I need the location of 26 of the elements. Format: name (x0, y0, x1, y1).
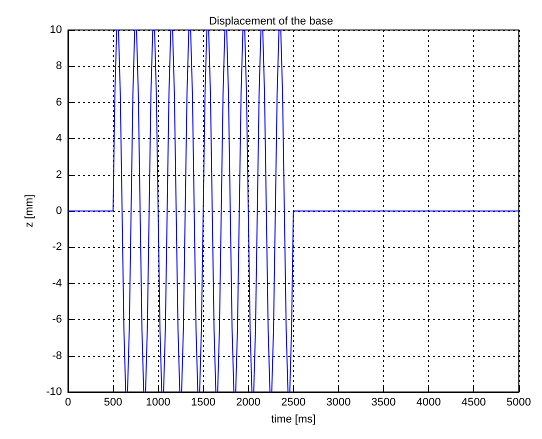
y-tick-label: -10 (46, 386, 62, 398)
x-tick-label: 2500 (281, 396, 306, 408)
x-axis-title: time [ms] (271, 414, 316, 426)
x-tick-label: 3000 (326, 396, 351, 408)
y-tick-label: 2 (56, 168, 62, 181)
x-tick-label: 500 (104, 396, 122, 408)
x-tick-label: 3500 (371, 396, 396, 408)
y-tick-label: 4 (56, 132, 62, 145)
y-tick-label: 8 (56, 60, 62, 72)
x-tick-label: 5000 (506, 396, 532, 408)
x-tick-label: 4000 (416, 396, 441, 408)
y-axis-title: z [mm] (24, 194, 36, 228)
y-tick-label: -4 (52, 277, 62, 290)
x-tick-label: 1500 (190, 396, 216, 408)
x-tick-label: 4500 (461, 396, 486, 408)
y-tick-label: -6 (52, 314, 62, 326)
x-tick-label: 1000 (146, 396, 170, 408)
line-series (68, 30, 520, 392)
y-tick-label: 0 (56, 205, 62, 217)
x-tick-label: 0 (64, 396, 72, 408)
y-tick-label: -8 (52, 350, 62, 362)
chart-title: Displacement of the base (208, 16, 334, 28)
y-tick-label: 6 (56, 96, 62, 108)
y-tick-label: -2 (52, 241, 62, 254)
y-tick-label: 10 (50, 24, 62, 36)
x-tick-label: 2000 (236, 396, 261, 408)
